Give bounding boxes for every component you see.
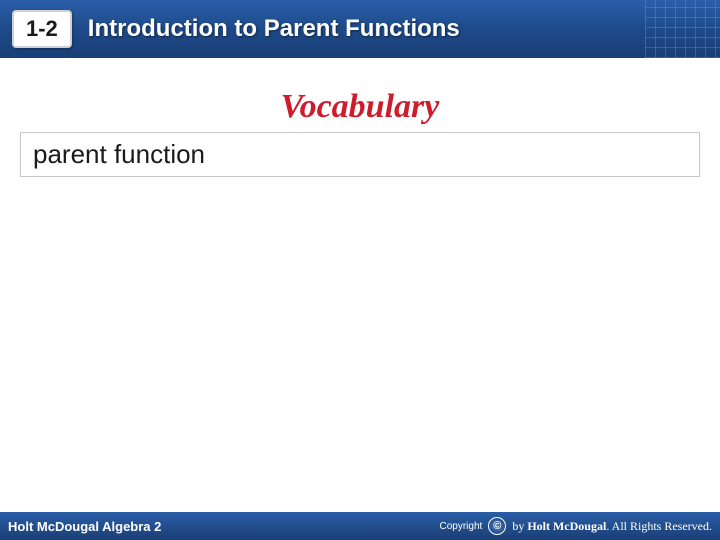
copyright-icon: © [488,517,506,535]
slide-header: 1-2 Introduction to Parent Functions [0,0,720,58]
vocabulary-term-box: parent function [20,132,700,177]
header-grid-decoration [645,0,720,58]
slide-title: Introduction to Parent Functions [88,15,460,43]
footer-textbook-name: Holt McDougal Algebra 2 [8,519,161,534]
section-number: 1-2 [26,16,58,41]
vocabulary-heading: Vocabulary [20,88,700,126]
vocabulary-term: parent function [33,139,205,169]
publisher-name-1: Holt Mc [527,519,569,533]
slide-content: Vocabulary parent function [0,58,720,177]
publisher-name-2: Dougal [570,519,607,533]
publisher-text: by Holt McDougal. All Rights Reserved. [512,519,712,534]
footer-copyright: Copyright © by Holt McDougal. All Rights… [440,517,713,535]
copyright-label: Copyright [440,521,483,532]
publisher-by: by [512,519,524,533]
rights-reserved: . All Rights Reserved. [606,519,712,533]
section-number-badge: 1-2 [12,10,72,48]
slide-footer: Holt McDougal Algebra 2 Copyright © by H… [0,512,720,540]
